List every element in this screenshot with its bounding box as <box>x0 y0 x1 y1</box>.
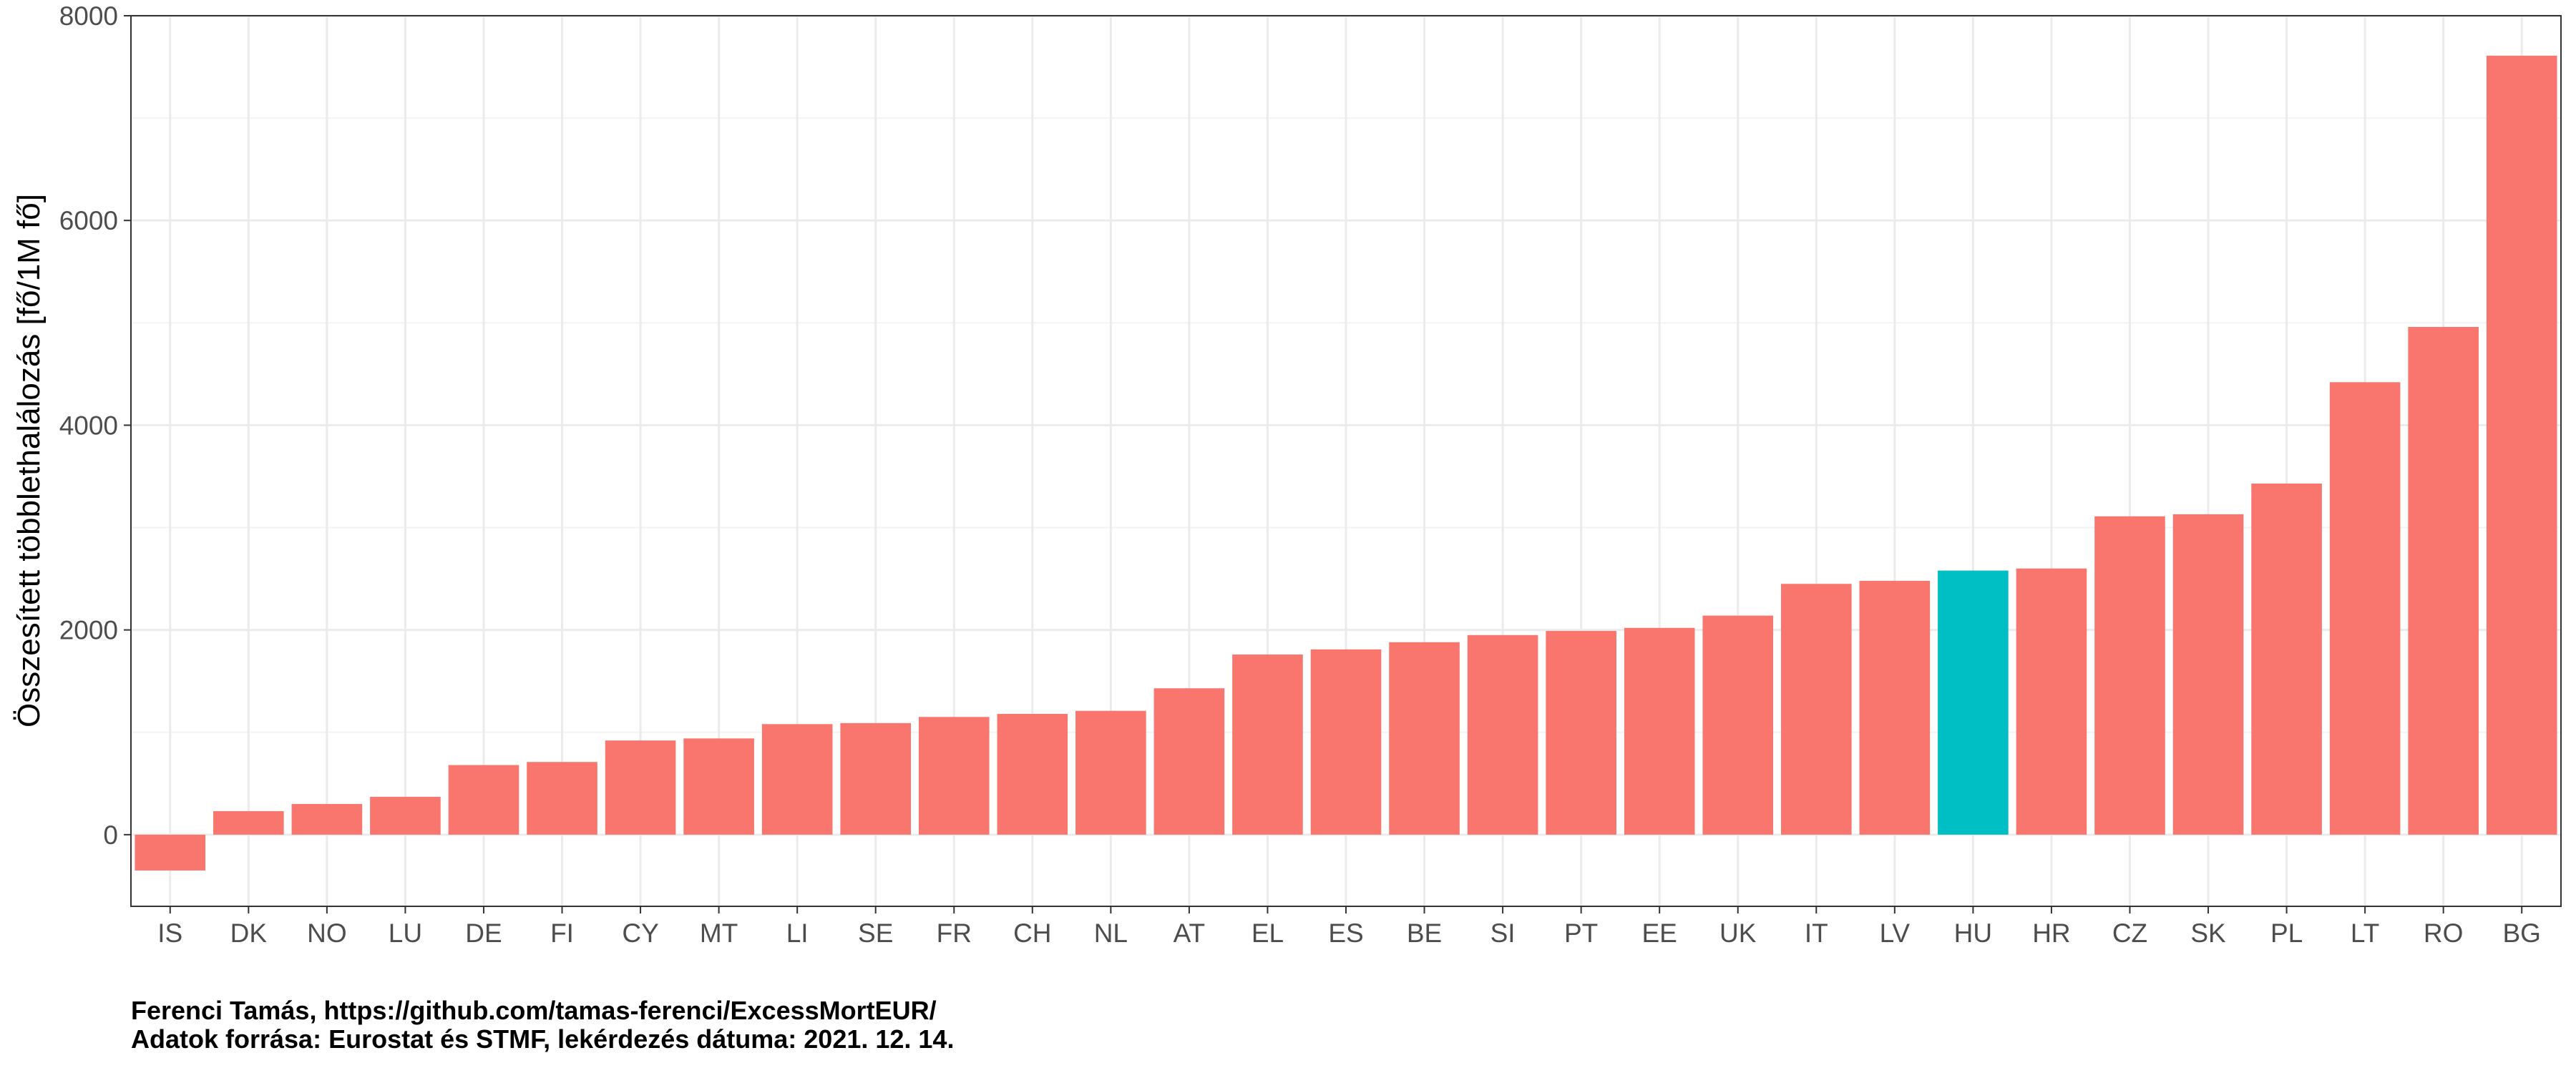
x-tick-label-pt: PT <box>1564 918 1598 948</box>
x-tick-label-ee: EE <box>1642 918 1677 948</box>
x-tick-label-de: DE <box>465 918 502 948</box>
bar-be <box>1389 642 1460 835</box>
x-tick-label-ch: CH <box>1013 918 1051 948</box>
x-tick-label-cy: CY <box>622 918 658 948</box>
y-tick-label: 4000 <box>59 411 118 440</box>
x-tick-label-mt: MT <box>700 918 738 948</box>
x-tick-label-sk: SK <box>2190 918 2226 948</box>
x-tick-label-hu: HU <box>1954 918 1992 948</box>
x-tick-label-no: NO <box>307 918 347 948</box>
bar-pt <box>1546 631 1616 835</box>
bar-pl <box>2251 483 2322 835</box>
bar-fr <box>918 717 990 835</box>
bar-at <box>1153 688 1225 835</box>
bar-cy <box>605 740 676 835</box>
bar-sk <box>2172 514 2244 835</box>
x-tick-label-be: BE <box>1407 918 1442 948</box>
x-tick-label-si: SI <box>1491 918 1516 948</box>
bar-el <box>1232 654 1303 835</box>
x-tick-label-li: LI <box>786 918 809 948</box>
y-axis: 0 2000 4000 6000 8000 <box>59 1 131 850</box>
x-tick-label-is: IS <box>157 918 182 948</box>
x-tick-label-hr: HR <box>2032 918 2070 948</box>
x-tick-label-nl: NL <box>1094 918 1128 948</box>
x-tick-label-pl: PL <box>2270 918 2303 948</box>
y-tick-label: 8000 <box>59 1 118 31</box>
bar-mt <box>683 738 754 835</box>
bar-si <box>1467 635 1538 835</box>
bar-is <box>135 834 206 871</box>
x-tick-label-it: IT <box>1805 918 1828 948</box>
x-tick-label-se: SE <box>858 918 893 948</box>
bar-ro <box>2408 327 2479 835</box>
bars <box>135 55 2557 871</box>
x-tick-label-lt: LT <box>2351 918 2379 948</box>
bar-it <box>1780 584 1852 835</box>
x-tick-label-es: ES <box>1328 918 1363 948</box>
caption-line-1: Ferenci Tamás, https://github.com/tamas-… <box>131 996 937 1025</box>
bar-nl <box>1075 710 1146 835</box>
x-tick-label-lv: LV <box>1880 918 1911 948</box>
x-tick-label-ro: RO <box>2424 918 2464 948</box>
x-axis: IS DK NO LU DE FI CY MT LI SE FR CH NL AT EL ES BE SI PT EE… <box>157 906 2541 948</box>
bar-de <box>448 765 519 835</box>
y-axis-title: Összesített többlethalálozás [fő/1M fő] <box>11 194 47 727</box>
x-tick-label-bg: BG <box>2502 918 2540 948</box>
y-tick-label: 6000 <box>59 206 118 235</box>
x-tick-label-uk: UK <box>1719 918 1757 948</box>
x-tick-label-at: AT <box>1174 918 1206 948</box>
x-tick-label-dk: DK <box>230 918 268 948</box>
y-tick-label: 0 <box>103 820 118 850</box>
bar-se <box>840 722 912 835</box>
bar-ee <box>1624 627 1695 835</box>
bar-lv <box>1859 580 1931 835</box>
bar-lu <box>370 796 441 835</box>
bar-dk <box>213 810 284 835</box>
y-tick-label: 2000 <box>59 616 118 645</box>
bar-ch <box>997 713 1068 835</box>
bar-fi <box>527 762 597 835</box>
x-tick-label-el: EL <box>1252 918 1284 948</box>
bar-no <box>291 803 363 835</box>
bar-hu <box>1938 570 2009 835</box>
bar-lt <box>2329 382 2401 835</box>
caption-line-2: Adatok forrása: Eurostat és STMF, lekérd… <box>131 1024 955 1054</box>
x-tick-label-cz: CZ <box>2112 918 2147 948</box>
x-tick-label-fi: FI <box>550 918 574 948</box>
bar-es <box>1310 649 1382 835</box>
bar-bg <box>2486 55 2557 835</box>
bar-cz <box>2094 516 2165 835</box>
bar-li <box>761 724 833 835</box>
x-tick-label-lu: LU <box>389 918 422 948</box>
x-tick-label-fr: FR <box>937 918 972 948</box>
bar-hr <box>2016 568 2087 835</box>
bar-uk <box>1702 615 1774 835</box>
